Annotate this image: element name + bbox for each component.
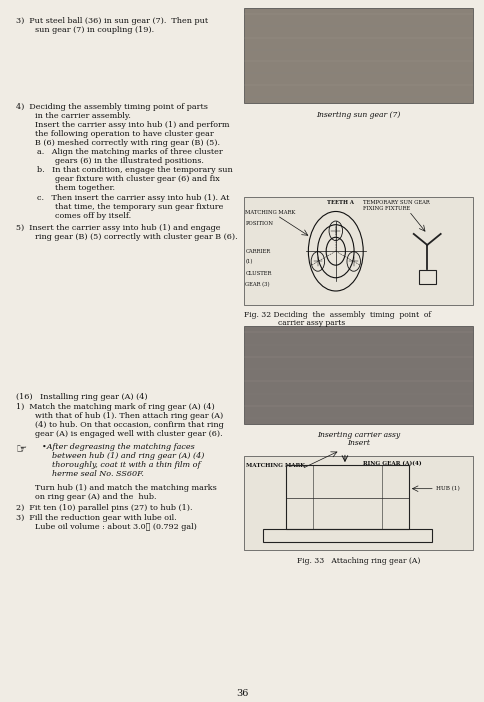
Text: Fig. 33   Attaching ring gear (A): Fig. 33 Attaching ring gear (A) (296, 557, 420, 565)
Text: Insert the carrier assy into hub (1) and perform: Insert the carrier assy into hub (1) and… (35, 121, 229, 129)
Bar (418, 270, 435, 284)
Text: Lube oil volume : about 3.0ℓ (0.792 gal): Lube oil volume : about 3.0ℓ (0.792 gal) (35, 524, 197, 531)
Text: CARRIER: CARRIER (245, 249, 270, 254)
Text: in the carrier assembly.: in the carrier assembly. (35, 112, 131, 120)
Bar (244, 326, 472, 424)
Text: herme seal No. SS60F.: herme seal No. SS60F. (52, 470, 143, 478)
Text: sun gear (7) in coupling (19).: sun gear (7) in coupling (19). (35, 26, 154, 34)
Text: (4) to hub. On that occasion, confirm that ring: (4) to hub. On that occasion, confirm th… (35, 421, 223, 430)
Text: 5)  Insert the carrier assy into hub (1) and engage: 5) Insert the carrier assy into hub (1) … (16, 225, 220, 232)
Bar (244, 197, 472, 305)
Text: carrier assy parts: carrier assy parts (277, 319, 345, 327)
Bar (244, 8, 472, 102)
Text: FIXING FIXTURE: FIXING FIXTURE (363, 206, 409, 211)
Text: (1): (1) (245, 259, 252, 264)
Text: b.   In that condition, engage the temporary sun: b. In that condition, engage the tempora… (37, 166, 233, 174)
Text: POSITION: POSITION (245, 221, 273, 226)
Text: 2)  Fit ten (10) parallel pins (27) to hub (1).: 2) Fit ten (10) parallel pins (27) to hu… (16, 504, 192, 512)
Bar (285, 465, 408, 529)
Text: the following operation to have cluster gear: the following operation to have cluster … (35, 130, 213, 138)
Text: TEMPORARY SUN GEAR: TEMPORARY SUN GEAR (363, 200, 429, 205)
Text: 1)  Match the matching mark of ring gear (A) (4): 1) Match the matching mark of ring gear … (16, 403, 214, 411)
Text: •After degreasing the matching faces: •After degreasing the matching faces (42, 443, 195, 451)
Text: Inserting carrier assy: Inserting carrier assy (317, 431, 399, 439)
Text: GEAR (3): GEAR (3) (245, 282, 270, 286)
Text: Fig. 32 Deciding  the  assembly  timing  point  of: Fig. 32 Deciding the assembly timing poi… (244, 311, 431, 319)
Text: Inserting sun gear (7): Inserting sun gear (7) (316, 111, 400, 119)
Text: ☞: ☞ (16, 443, 27, 456)
Text: Turn hub (1) and match the matching marks: Turn hub (1) and match the matching mark… (35, 484, 216, 492)
Text: gear fixture with cluster gear (6) and fix: gear fixture with cluster gear (6) and f… (55, 176, 220, 183)
Text: ring gear (B) (5) correctly with cluster gear B (6).: ring gear (B) (5) correctly with cluster… (35, 233, 237, 241)
Text: thoroughly, coat it with a thin film of: thoroughly, coat it with a thin film of (52, 461, 200, 469)
Text: 4)  Deciding the assembly timing point of parts: 4) Deciding the assembly timing point of… (16, 102, 207, 111)
Text: on ring gear (A) and the  hub.: on ring gear (A) and the hub. (35, 494, 156, 501)
Text: them together.: them together. (55, 185, 115, 192)
Text: with that of hub (1). Then attach ring gear (A): with that of hub (1). Then attach ring g… (35, 412, 223, 420)
Text: Insert: Insert (347, 439, 369, 447)
Text: 3)  Fill the reduction gear with lube oil.: 3) Fill the reduction gear with lube oil… (16, 515, 176, 522)
Text: RING GEAR (A)(4): RING GEAR (A)(4) (363, 461, 421, 466)
Text: TEETH A: TEETH A (326, 200, 353, 205)
Text: B (6) meshed correctly with ring gear (B) (5).: B (6) meshed correctly with ring gear (B… (35, 139, 220, 147)
Text: 3)  Put steel ball (36) in sun gear (7).  Then put: 3) Put steel ball (36) in sun gear (7). … (16, 17, 208, 25)
Text: c.   Then insert the carrier assy into hub (1). At: c. Then insert the carrier assy into hub… (37, 194, 229, 201)
Text: (16)   Installing ring gear (A) (4): (16) Installing ring gear (A) (4) (16, 392, 147, 401)
Text: that time, the temporary sun gear fixture: that time, the temporary sun gear fixtur… (55, 203, 223, 211)
Text: HUB (1): HUB (1) (436, 486, 459, 491)
Text: a.   Align the matching marks of three cluster: a. Align the matching marks of three clu… (37, 148, 223, 156)
Bar (244, 456, 472, 550)
Text: comes off by itself.: comes off by itself. (55, 212, 131, 220)
Text: CLUSTER: CLUSTER (245, 271, 271, 276)
Text: 36: 36 (235, 689, 248, 698)
Text: gear (A) is engaged well with cluster gear (6).: gear (A) is engaged well with cluster ge… (35, 430, 222, 439)
Text: MATCHING MARK: MATCHING MARK (245, 210, 295, 215)
Text: between hub (1) and ring gear (A) (4): between hub (1) and ring gear (A) (4) (52, 452, 204, 460)
Bar (262, 529, 431, 543)
Text: gears (6) in the illustrated positions.: gears (6) in the illustrated positions. (55, 157, 204, 165)
Text: MATCHING MARK: MATCHING MARK (246, 463, 305, 468)
